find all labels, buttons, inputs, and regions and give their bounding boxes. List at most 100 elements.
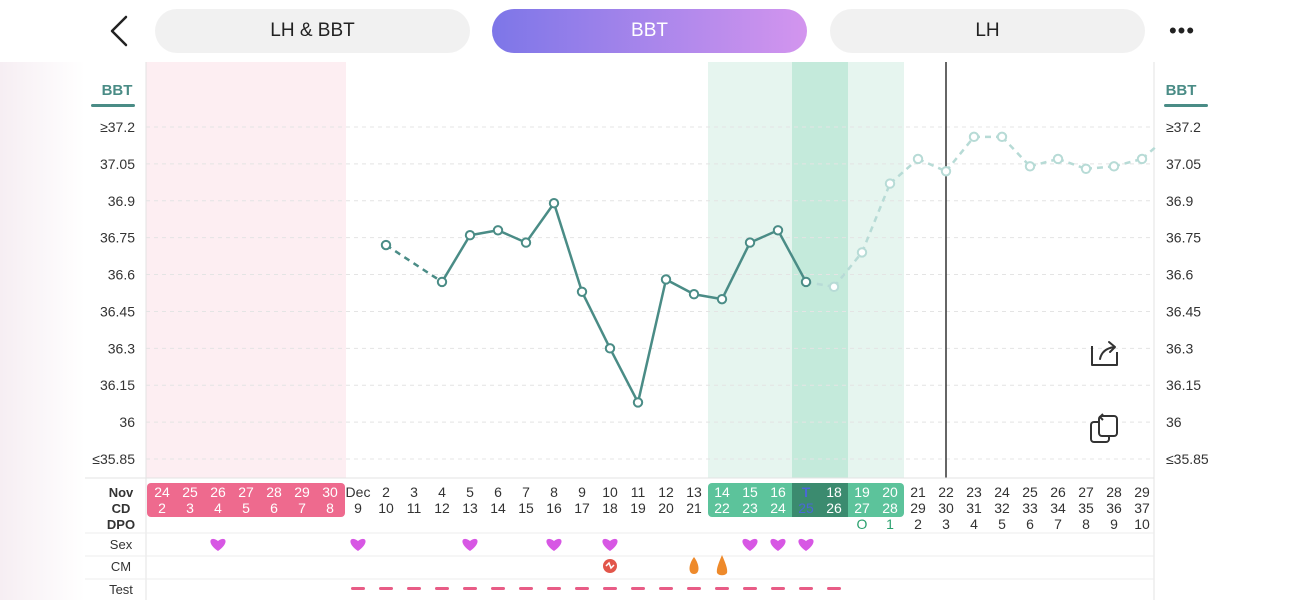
left-fade <box>0 62 85 600</box>
y-tick-label-left: 36.45 <box>100 303 135 319</box>
bbt-point[interactable] <box>464 230 476 241</box>
date-label: 26 <box>210 484 226 500</box>
heart-icon <box>602 538 618 551</box>
y-tick-label-right: 36 <box>1166 414 1182 430</box>
share-icon-frame <box>1091 346 1118 366</box>
y-tick-label-right: 36.15 <box>1166 377 1201 393</box>
date-label: 8 <box>550 484 558 500</box>
date-label: 21 <box>910 484 926 500</box>
bbt-predicted-segment <box>833 251 863 288</box>
date-label: 18 <box>826 484 842 500</box>
bbt-predicted-point[interactable] <box>912 153 924 165</box>
bbt-predicted-point[interactable] <box>856 247 868 258</box>
cycle-day-label: 31 <box>966 500 982 516</box>
bbt-point[interactable] <box>716 293 728 305</box>
date-label: 30 <box>322 484 338 500</box>
cycle-day-label: 35 <box>1078 500 1094 516</box>
rotate-icon-box <box>1098 415 1118 437</box>
bbt-point[interactable] <box>604 343 616 354</box>
bbt-predicted-point[interactable] <box>828 281 840 293</box>
y-axis-title-right: BBT <box>1166 82 1197 99</box>
bbt-point[interactable] <box>380 239 392 251</box>
rotate-icon-arrow <box>1098 413 1104 421</box>
cycle-day-label: 28 <box>882 500 898 516</box>
more-options-icon[interactable]: ••• <box>1168 18 1196 43</box>
cycle-day-label: 22 <box>714 500 730 516</box>
date-label: 10 <box>602 484 618 500</box>
date-label: 4 <box>438 484 446 500</box>
date-label: 27 <box>238 484 254 500</box>
egg-white-cm-mark <box>605 561 615 570</box>
cycle-day-label: 23 <box>742 500 758 516</box>
date-label: 9 <box>578 484 586 500</box>
bbt-point[interactable] <box>660 274 672 285</box>
test-marker <box>659 587 673 590</box>
bbt-predicted-point[interactable] <box>1080 163 1092 175</box>
cycle-day-label: 18 <box>602 500 618 516</box>
test-marker <box>827 587 841 590</box>
cycle-day-label: 15 <box>518 500 534 516</box>
dpo-label: 1 <box>886 516 894 532</box>
y-axis-title-underline <box>1164 104 1208 107</box>
test-marker <box>491 587 505 590</box>
bbt-predicted-point[interactable] <box>1024 161 1036 172</box>
bbt-line-segment <box>776 229 808 283</box>
y-axis-title-underline <box>91 104 135 107</box>
date-label: 28 <box>1106 484 1122 500</box>
bbt-point[interactable] <box>688 289 700 300</box>
y-tick-label-left: 36.6 <box>108 267 135 283</box>
dpo-label: 8 <box>1082 516 1090 532</box>
test-marker <box>435 587 449 590</box>
share-icon[interactable] <box>1091 341 1118 366</box>
dpo-label: 3 <box>942 516 950 532</box>
bbt-line-segment <box>385 244 443 283</box>
y-tick-label-left: 36.75 <box>100 230 135 246</box>
cycle-day-label: 16 <box>546 500 562 516</box>
date-label: T <box>802 484 811 500</box>
tab-lh-bbt[interactable]: LH & BBT <box>155 9 470 53</box>
cycle-day-label: 36 <box>1106 500 1122 516</box>
date-label: 12 <box>658 484 674 500</box>
date-label: 27 <box>1078 484 1094 500</box>
bbt-line-segment <box>608 347 640 404</box>
test-marker <box>743 587 757 590</box>
date-label: 24 <box>154 484 170 500</box>
bbt-point[interactable] <box>632 397 644 408</box>
cycle-day-label: 6 <box>270 500 278 516</box>
bbt-predicted-point[interactable] <box>968 131 980 143</box>
bbt-predicted-point[interactable] <box>1136 153 1148 165</box>
date-label: 6 <box>494 484 502 500</box>
bbt-predicted-point[interactable] <box>884 178 896 189</box>
test-marker <box>407 587 421 590</box>
date-label: 14 <box>714 484 730 500</box>
back-chevron-icon[interactable] <box>104 14 134 48</box>
dpo-label: 7 <box>1054 516 1062 532</box>
date-label: 20 <box>882 484 898 500</box>
tab-bbt[interactable]: BBT <box>492 9 807 53</box>
rotate-view-icon[interactable] <box>1090 413 1118 443</box>
bbt-predicted-point[interactable] <box>996 131 1008 143</box>
cycle-day-label: 30 <box>938 500 954 516</box>
heart-icon <box>210 538 226 551</box>
bbt-point[interactable] <box>520 237 532 248</box>
heart-icon <box>770 538 786 551</box>
test-marker <box>799 587 813 590</box>
y-tick-label-left: 36.9 <box>108 193 135 209</box>
bbt-point[interactable] <box>436 276 448 288</box>
cycle-day-label: 20 <box>658 500 674 516</box>
date-label: 29 <box>294 484 310 500</box>
test-marker <box>379 587 393 590</box>
bbt-predicted-point[interactable] <box>1052 153 1064 165</box>
bbt-predicted-point[interactable] <box>940 166 952 177</box>
bbt-point[interactable] <box>492 225 504 236</box>
bbt-point[interactable] <box>744 237 756 248</box>
date-label: 25 <box>182 484 198 500</box>
dpo-label: O <box>857 516 868 532</box>
bbt-point[interactable] <box>772 225 784 236</box>
bbt-point[interactable] <box>548 198 560 209</box>
bbt-predicted-point[interactable] <box>1108 161 1120 172</box>
bbt-point[interactable] <box>576 286 588 297</box>
bbt-point[interactable] <box>800 276 812 288</box>
tab-lh[interactable]: LH <box>830 9 1145 53</box>
